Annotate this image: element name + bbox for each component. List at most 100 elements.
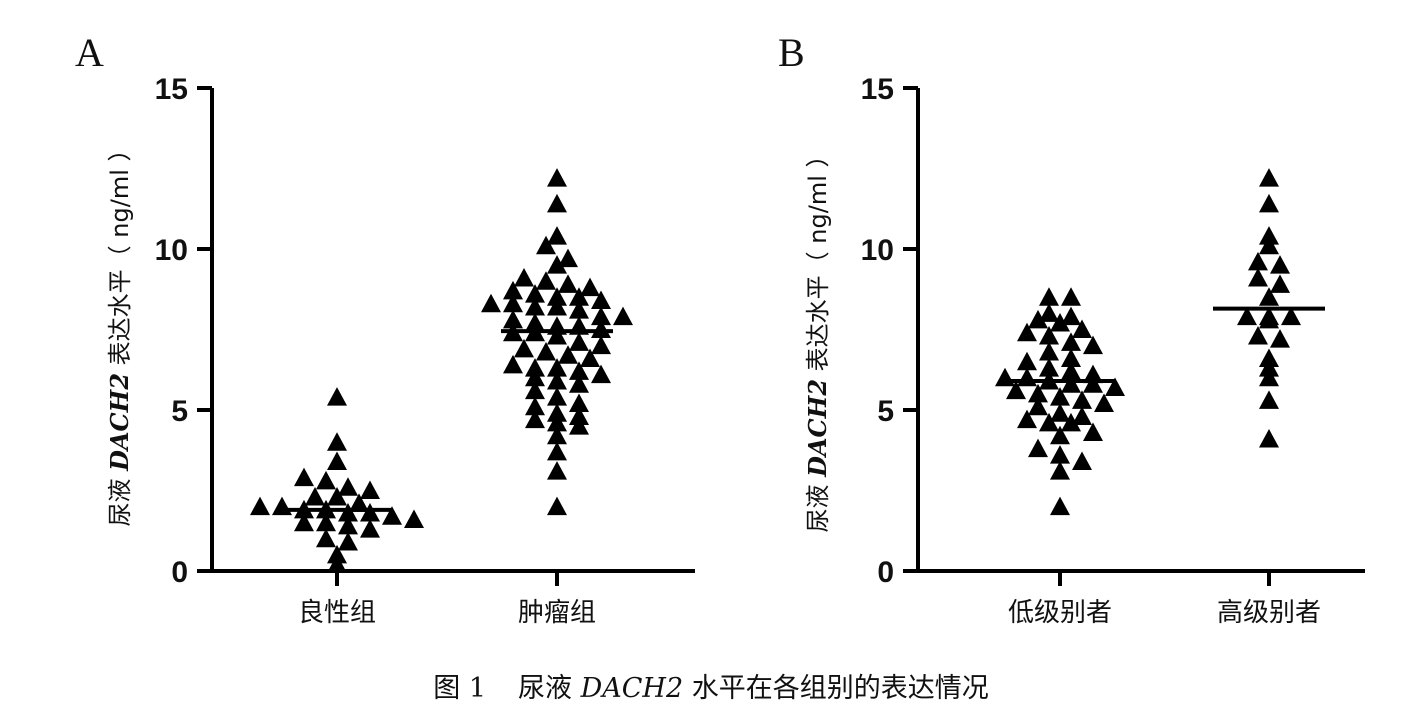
- data-point-triangle: [1259, 235, 1279, 255]
- data-point-triangle: [1259, 306, 1279, 326]
- data-point-triangle: [503, 280, 523, 300]
- data-point-triangle: [569, 406, 589, 425]
- figure-caption: 图 1 尿液 DACH2 水平在各组别的表达情况: [433, 673, 988, 704]
- y-axis-label-a: 尿液 DACH2 表达水平（ ng/ml ）: [105, 137, 134, 526]
- data-point-triangle: [250, 496, 270, 516]
- data-point-triangle: [1028, 438, 1048, 458]
- data-point-triangle: [503, 354, 523, 374]
- data-point-triangle: [525, 396, 545, 416]
- y-axis-label-b: 尿液 DACH2 表达水平（ ng/ml ）: [803, 143, 832, 532]
- data-point-triangle: [1072, 319, 1092, 338]
- data-point-triangle: [1237, 306, 1257, 326]
- data-point-triangle: [1061, 348, 1081, 367]
- data-point-triangle: [525, 296, 545, 316]
- data-point-triangle: [294, 467, 314, 487]
- data-point-triangle: [536, 342, 556, 361]
- data-point-triangle: [1050, 425, 1070, 445]
- data-point-triangle: [1061, 361, 1081, 380]
- data-point-triangle: [514, 267, 534, 287]
- data-point-triangle: [569, 374, 589, 393]
- x-category-label: 高级别者: [1217, 598, 1321, 628]
- data-point-triangle: [1072, 390, 1092, 409]
- data-point-triangle: [1050, 461, 1070, 480]
- data-point-triangle: [995, 367, 1015, 387]
- data-point-triangle: [360, 519, 380, 538]
- panel-label-a: A: [75, 30, 104, 75]
- data-point-triangle: [327, 486, 347, 506]
- data-point-triangle: [1270, 274, 1290, 293]
- data-point-triangle: [1028, 396, 1048, 416]
- data-point-triangle: [1028, 309, 1048, 329]
- data-point-triangle: [547, 358, 567, 377]
- data-points-b: [995, 168, 1325, 516]
- y-tick-label: 0: [171, 556, 188, 589]
- data-point-triangle: [316, 512, 336, 532]
- data-point-triangle: [1105, 377, 1125, 396]
- data-point-triangle: [591, 290, 611, 310]
- data-point-triangle: [481, 293, 501, 313]
- data-point-triangle: [536, 271, 556, 290]
- data-point-triangle: [1270, 255, 1290, 274]
- data-point-triangle: [547, 441, 567, 461]
- data-point-triangle: [338, 503, 358, 522]
- data-point-triangle: [547, 403, 567, 422]
- data-point-triangle: [514, 338, 534, 358]
- data-point-triangle: [1006, 380, 1026, 400]
- data-point-triangle: [525, 409, 545, 429]
- data-point-triangle: [525, 380, 545, 400]
- data-point-triangle: [327, 544, 347, 564]
- data-point-triangle: [1083, 364, 1103, 384]
- data-point-triangle: [558, 274, 578, 293]
- data-point-triangle: [569, 332, 589, 351]
- y-tick-label: 5: [171, 395, 188, 428]
- data-point-triangle: [338, 515, 358, 535]
- data-point-triangle: [591, 335, 611, 355]
- data-point-triangle: [1050, 387, 1070, 406]
- data-point-triangle: [1083, 335, 1103, 355]
- data-point-triangle: [316, 528, 336, 548]
- data-point-triangle: [580, 277, 600, 297]
- data-point-triangle: [1259, 428, 1279, 448]
- data-point-triangle: [1050, 445, 1070, 464]
- data-point-triangle: [404, 509, 424, 528]
- data-point-triangle: [1083, 422, 1103, 442]
- data-point-triangle: [1050, 403, 1070, 422]
- data-point-triangle: [569, 300, 589, 319]
- x-category-label: 肿瘤组: [518, 598, 596, 628]
- data-point-triangle: [547, 461, 567, 480]
- data-point-triangle: [547, 412, 567, 432]
- data-point-triangle: [569, 393, 589, 413]
- data-point-triangle: [272, 496, 292, 516]
- data-point-triangle: [1083, 374, 1103, 393]
- data-point-triangle: [1017, 322, 1037, 342]
- data-point-triangle: [613, 306, 633, 326]
- data-point-triangle: [1017, 351, 1037, 371]
- data-point-triangle: [360, 503, 380, 522]
- data-point-triangle: [569, 361, 589, 380]
- data-point-triangle: [547, 325, 567, 345]
- data-point-triangle: [349, 493, 369, 512]
- data-point-triangle: [1061, 306, 1081, 326]
- data-point-triangle: [1050, 496, 1070, 516]
- y-tick-label: 15: [155, 73, 188, 106]
- panel-a: A 尿液 DACH2 表达水平（ ng/ml ） 0 5 10 15 良性组 肿瘤组: [75, 30, 695, 628]
- data-point-triangle: [525, 284, 545, 303]
- data-point-triangle: [1039, 303, 1059, 322]
- data-point-triangle: [547, 425, 567, 445]
- data-point-triangle: [1259, 287, 1279, 306]
- y-tick-label: 10: [155, 234, 188, 267]
- data-point-triangle: [1039, 325, 1059, 345]
- y-tick-label: 0: [877, 556, 894, 589]
- data-point-triangle: [1072, 451, 1092, 471]
- data-point-triangle: [536, 235, 556, 255]
- data-point-triangle: [503, 293, 523, 313]
- x-category-label: 低级别者: [1008, 598, 1112, 628]
- data-point-triangle: [1259, 168, 1279, 187]
- data-point-triangle: [558, 345, 578, 364]
- data-point-triangle: [525, 313, 545, 332]
- axes-b: 0 5 10 15 低级别者 高级别者: [861, 73, 1365, 628]
- data-point-triangle: [360, 480, 380, 499]
- data-point-triangle: [525, 358, 545, 377]
- data-point-triangle: [1248, 251, 1268, 271]
- data-point-triangle: [525, 367, 545, 387]
